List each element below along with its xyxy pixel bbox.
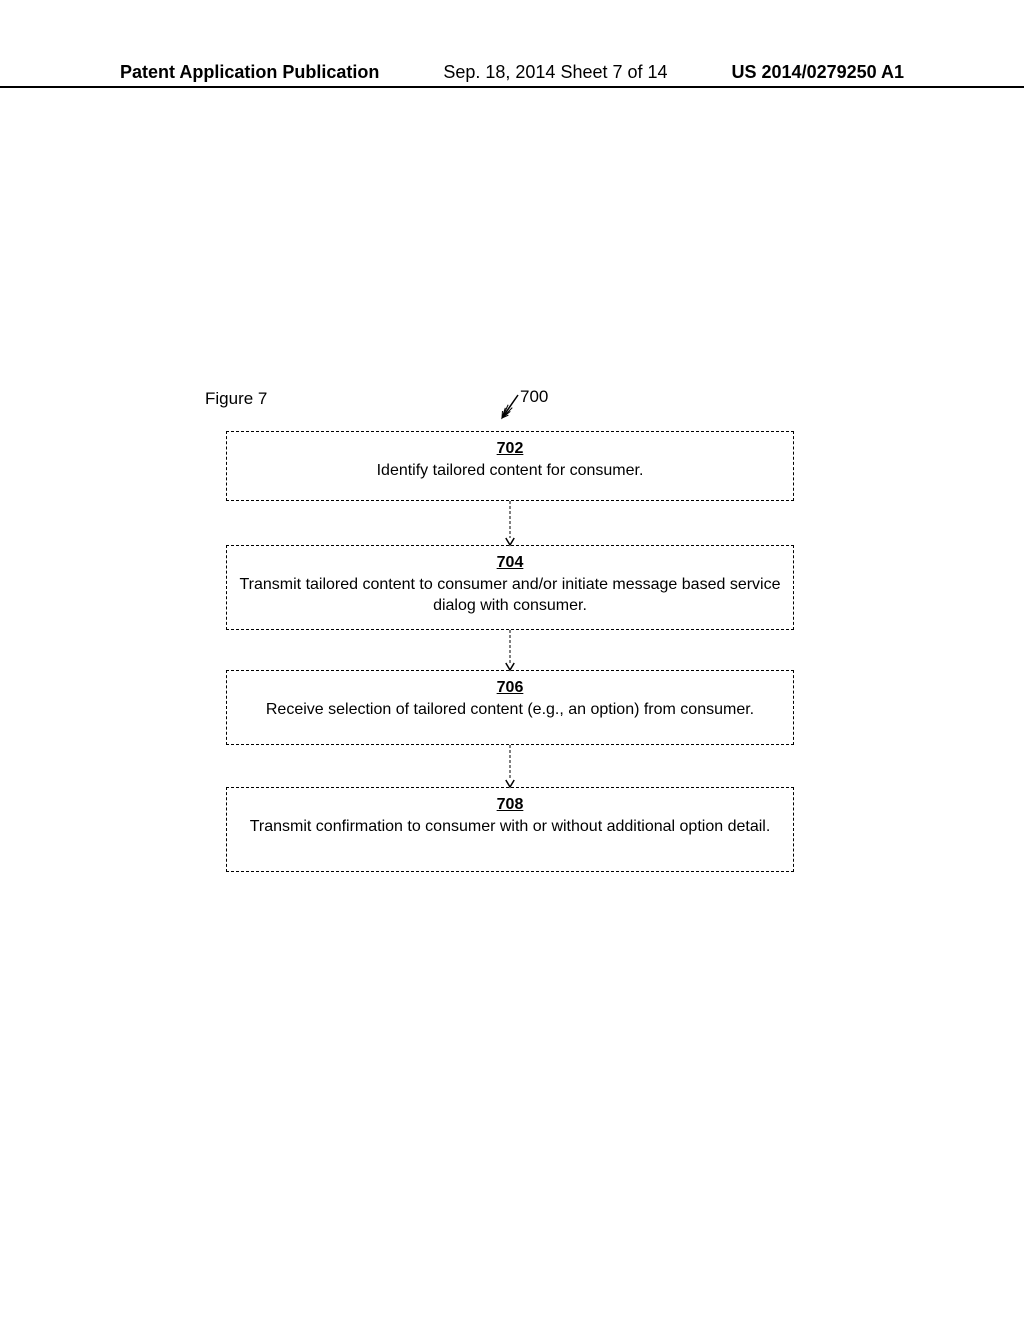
- leader-group: [502, 395, 518, 418]
- page: Patent Application Publication Sep. 18, …: [0, 0, 1024, 1320]
- figure-label: Figure 7: [205, 389, 267, 409]
- flow-connectors: [0, 0, 1024, 1320]
- flow-box-number: 708: [227, 794, 793, 816]
- figure-ref-number: 700: [520, 387, 548, 407]
- header-left: Patent Application Publication: [120, 62, 379, 83]
- header-row: Patent Application Publication Sep. 18, …: [0, 62, 1024, 93]
- connector-arrowhead-icon: [506, 780, 514, 787]
- flow-box-708: 708Transmit confirmation to consumer wit…: [226, 787, 794, 872]
- page-header: Patent Application Publication Sep. 18, …: [0, 86, 1024, 93]
- flow-box-number: 704: [227, 552, 793, 574]
- leader-arrowhead-icon: [502, 405, 512, 418]
- flow-box-number: 706: [227, 677, 793, 699]
- leader-arrowhead-icon: [502, 408, 510, 418]
- flow-box-number: 702: [227, 438, 793, 460]
- flow-box-text: Transmit tailored content to consumer an…: [227, 574, 793, 617]
- leader-line-segment: [502, 395, 518, 418]
- flow-box-706: 706Receive selection of tailored content…: [226, 670, 794, 745]
- connector-arrowhead-icon: [506, 538, 514, 545]
- connector-arrowhead-icon: [506, 663, 514, 670]
- leader-arrowhead-icon: [502, 411, 508, 418]
- header-right: US 2014/0279250 A1: [732, 62, 904, 83]
- flow-box-704: 704Transmit tailored content to consumer…: [226, 545, 794, 630]
- leader-line: [0, 0, 1024, 1320]
- flow-box-702: 702Identify tailored content for consume…: [226, 431, 794, 501]
- header-center: Sep. 18, 2014 Sheet 7 of 14: [443, 62, 667, 83]
- flow-box-text: Receive selection of tailored content (e…: [227, 699, 793, 721]
- flow-box-text: Identify tailored content for consumer.: [227, 460, 793, 482]
- flow-box-text: Transmit confirmation to consumer with o…: [227, 816, 793, 838]
